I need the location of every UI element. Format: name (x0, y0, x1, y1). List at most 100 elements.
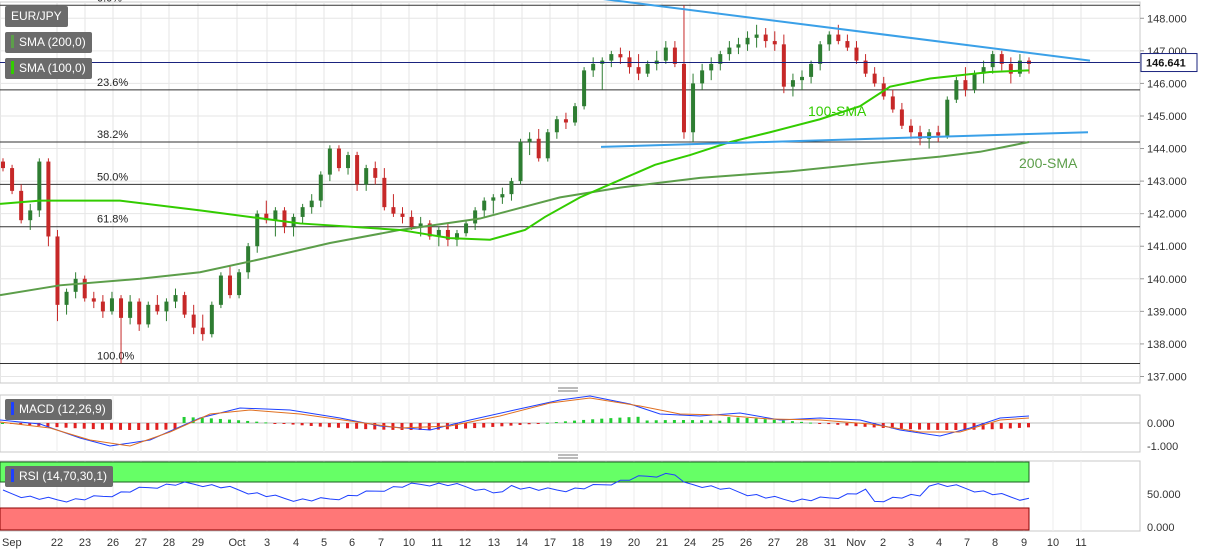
macd-bar (200, 417, 204, 423)
x-tick-label: 8 (992, 537, 998, 549)
candle-body (845, 41, 850, 48)
x-tick-label: 27 (768, 537, 780, 549)
macd-bar (800, 421, 804, 423)
macd-bar (155, 423, 159, 430)
macd-bar (409, 423, 413, 430)
macd-bar (291, 423, 295, 425)
macd-bar (273, 423, 277, 424)
macd-bar (772, 419, 776, 423)
candle-body (246, 246, 251, 273)
candle-body (772, 41, 777, 45)
candle-body (73, 278, 78, 292)
candle-body (609, 54, 614, 61)
macd-bar (781, 420, 785, 423)
x-tick-label: 19 (600, 537, 612, 549)
candle-body (28, 210, 33, 221)
macd-bar (46, 423, 50, 427)
x-tick-label: 13 (488, 537, 500, 549)
candle-body (763, 34, 768, 42)
candle-body (518, 142, 523, 182)
candle-body (355, 155, 360, 185)
macd-bar (500, 423, 504, 427)
x-tick-label: 23 (79, 537, 91, 549)
macd-bar (945, 423, 949, 430)
sma200-tag[interactable]: SMA (200,0) (5, 32, 92, 53)
macd-bar (763, 419, 767, 423)
macd-bar (227, 419, 231, 423)
symbol-tag[interactable]: EUR/JPY (5, 6, 68, 27)
macd-bar (346, 423, 350, 429)
candle-body (990, 54, 995, 68)
y-tick-label: 142.000 (1147, 209, 1187, 221)
candle-body (464, 223, 469, 234)
candle-body (55, 236, 60, 305)
macd-bar (1027, 423, 1030, 428)
macd-bar (173, 423, 177, 430)
rsi-oversold-zone (0, 507, 1030, 531)
macd-bar (146, 423, 150, 430)
y-tick-label: 144.000 (1147, 144, 1187, 156)
macd-tag[interactable]: MACD (12,26,9) (5, 399, 112, 420)
x-tick-label: 28 (163, 537, 175, 549)
candle-body (164, 301, 169, 312)
rsi-y-tick-label: 0.000 (1147, 522, 1175, 534)
candle-body (618, 54, 623, 58)
candle-body (191, 314, 196, 328)
candle-body (636, 67, 641, 74)
candle-body (155, 304, 160, 312)
candle-body (427, 223, 432, 237)
macd-bar (327, 423, 331, 428)
candle-body (46, 161, 51, 237)
rsi-tag[interactable]: RSI (14,70,30,1) (5, 466, 114, 487)
candle-body (908, 125, 913, 133)
candle-body (282, 210, 287, 227)
upper-trendline (602, 0, 1091, 62)
sma100-tag[interactable]: SMA (100,0) (5, 58, 92, 79)
candle-body (927, 132, 932, 139)
macd-bar (491, 423, 495, 427)
x-tick-label: 4 (293, 537, 299, 549)
macd-bar (754, 418, 758, 423)
macd-bar (718, 420, 722, 423)
macd-bar (364, 423, 368, 430)
x-tick-label: Sep (2, 537, 22, 549)
candle-body (681, 63, 686, 133)
x-tick-label: 9 (1021, 537, 1027, 549)
macd-bar (845, 423, 849, 426)
x-tick-label: 5 (321, 537, 327, 549)
candle-body (727, 47, 732, 55)
macd-bar (999, 423, 1003, 429)
macd-bar (691, 420, 695, 423)
candle-body (10, 168, 15, 191)
candle-body (999, 54, 1004, 64)
macd-bar (918, 423, 922, 430)
macd-bar (400, 423, 404, 430)
macd-bar (908, 423, 912, 430)
candle-body (318, 174, 323, 201)
macd-bar (300, 423, 304, 426)
x-tick-label: 22 (51, 537, 63, 549)
candle-body (563, 119, 568, 123)
macd-signal-line (0, 397, 1030, 447)
candle-body (64, 291, 69, 305)
macd-bar (82, 423, 86, 429)
macd-bar (727, 417, 731, 423)
fib-level-label: 0.0% (97, 0, 122, 4)
macd-bar (246, 420, 250, 423)
macd-bar (645, 420, 649, 423)
candle-body (954, 80, 959, 100)
candle-body (391, 207, 396, 214)
candle-body (718, 54, 723, 64)
macd-bar (164, 423, 168, 430)
x-tick-label: 4 (936, 537, 942, 549)
macd-bar (100, 423, 104, 430)
macd-bar (663, 420, 667, 423)
candle-body (827, 34, 832, 45)
macd-bar (464, 423, 468, 429)
candle-body (436, 229, 441, 237)
x-tick-label: 31 (824, 537, 836, 549)
macd-bar (736, 417, 740, 423)
macd-bar (28, 423, 32, 426)
candle-body (872, 73, 877, 84)
